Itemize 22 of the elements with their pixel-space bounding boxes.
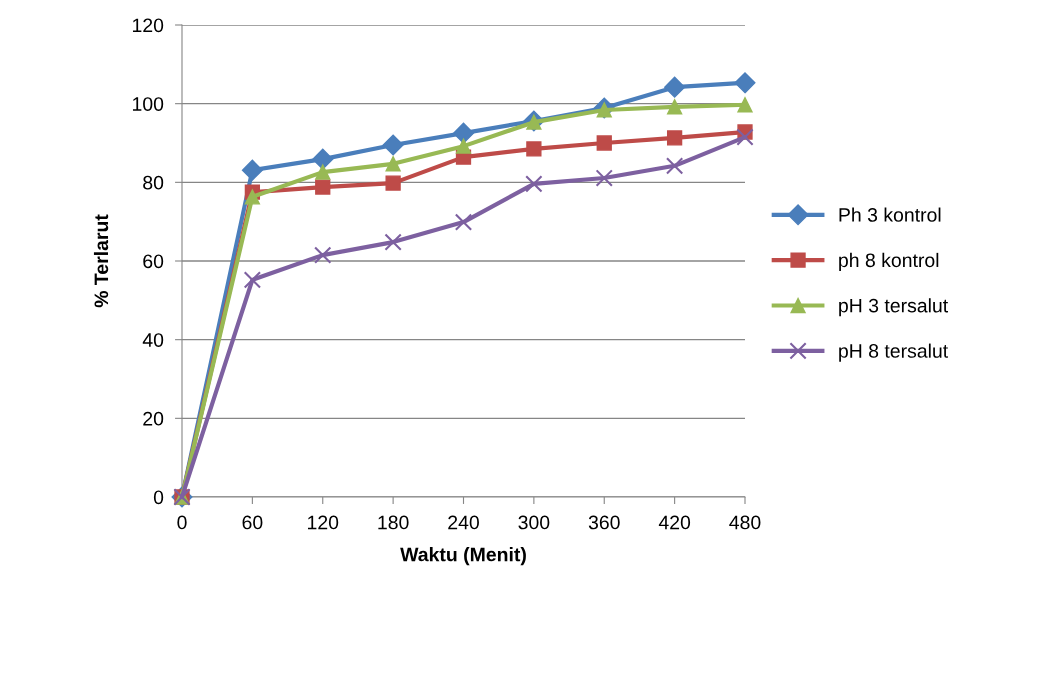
- x-tick-label: 180: [378, 515, 409, 530]
- y-tick-label: 0: [153, 490, 164, 505]
- x-axis-title: Waktu (Menit): [400, 547, 526, 566]
- x-tick-label: 420: [658, 515, 691, 530]
- y-tick-label: 60: [143, 254, 164, 269]
- legend-label: pH 3 tersalut: [839, 298, 949, 317]
- legend-label: ph 8 kontrol: [839, 252, 939, 271]
- x-tick-label: 300: [518, 515, 550, 530]
- x-tick-label: 240: [448, 515, 479, 530]
- legend-label: Ph 3 kontrol: [839, 207, 941, 222]
- y-tick-label: 80: [143, 175, 164, 190]
- y-tick-label: 20: [143, 411, 164, 426]
- y-axis-title: % Terlarut: [93, 214, 109, 308]
- y-tick-label: 100: [132, 97, 164, 111]
- x-tick-label: 60: [242, 515, 263, 530]
- legend-label: pH 8 tersalut: [839, 343, 949, 362]
- x-tick-label: 0: [177, 515, 187, 530]
- y-tick-label: 40: [142, 333, 164, 347]
- x-tick-label: 120: [308, 515, 339, 530]
- x-tick-label: 360: [588, 515, 620, 530]
- y-tick-label: 120: [132, 18, 164, 33]
- x-tick-label: 480: [729, 515, 761, 530]
